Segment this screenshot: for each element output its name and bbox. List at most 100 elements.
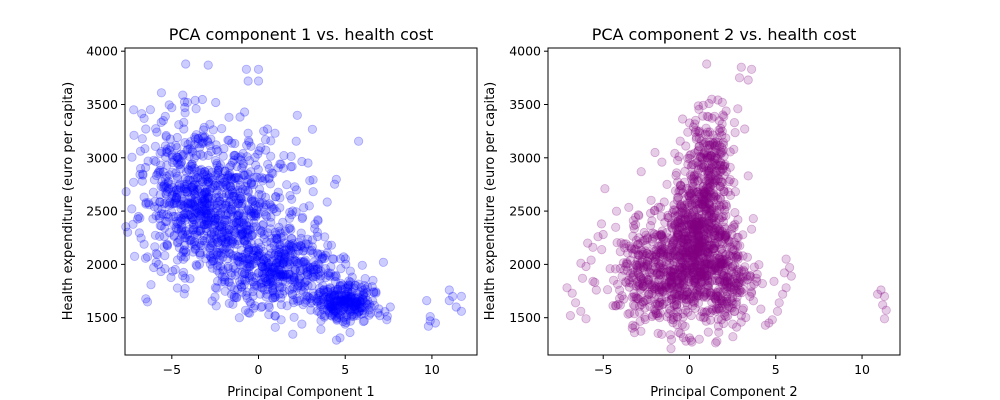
data-point-pc2 (748, 214, 758, 224)
data-point-pc1 (198, 190, 208, 200)
data-point-pc1 (212, 283, 222, 293)
data-point-pc1 (195, 165, 205, 176)
data-point-pc1 (170, 264, 180, 275)
data-point-pc1 (425, 311, 435, 322)
data-point-pc1 (312, 231, 323, 242)
data-point-pc1 (178, 271, 188, 281)
data-point-pc1 (136, 163, 146, 174)
data-point-pc2 (703, 327, 713, 337)
data-point-pc2 (636, 167, 646, 177)
data-point-pc1 (312, 306, 322, 316)
data-point-pc1 (140, 144, 150, 154)
data-point-pc1 (326, 240, 336, 250)
data-point-pc1 (180, 138, 190, 148)
data-point-pc1 (235, 208, 245, 218)
data-point-pc1 (184, 235, 194, 245)
data-point-pc1 (371, 288, 381, 298)
data-point-pc1 (226, 173, 236, 184)
data-point-pc1 (181, 233, 191, 243)
data-point-pc1 (179, 241, 190, 251)
data-point-pc2 (716, 147, 726, 157)
y-tick-label-pc2: 3000 (509, 150, 541, 165)
data-point-pc1 (235, 180, 245, 190)
data-point-pc1 (169, 231, 179, 241)
data-point-pc1 (142, 297, 153, 307)
data-point-pc1 (177, 215, 187, 225)
data-point-pc1 (230, 138, 240, 149)
data-point-pc2 (677, 320, 687, 330)
data-point-pc1 (184, 203, 194, 213)
data-point-pc1 (246, 195, 257, 205)
data-point-pc1 (255, 289, 265, 299)
data-point-pc1 (253, 268, 263, 278)
data-point-pc2 (653, 328, 663, 338)
data-point-pc1 (258, 219, 268, 229)
data-point-pc2 (664, 308, 674, 319)
data-point-pc2 (675, 278, 685, 289)
data-point-pc1 (217, 235, 227, 245)
data-point-pc1 (245, 205, 255, 216)
data-point-pc2 (698, 268, 708, 278)
data-point-pc1 (307, 124, 317, 134)
data-point-pc1 (188, 183, 199, 194)
data-point-pc1 (251, 222, 261, 232)
data-point-pc1 (191, 104, 201, 114)
data-point-pc2 (634, 251, 644, 261)
data-point-pc1 (292, 293, 302, 304)
data-point-pc1 (267, 267, 277, 277)
data-point-pc2 (720, 161, 730, 171)
data-point-pc1 (187, 159, 197, 169)
data-point-pc1 (187, 198, 197, 208)
data-point-pc1 (230, 151, 240, 161)
data-point-pc1 (127, 204, 137, 214)
data-point-pc1 (229, 292, 239, 303)
data-point-pc1 (200, 187, 210, 197)
data-point-pc1 (207, 253, 217, 263)
data-point-pc1 (237, 282, 247, 292)
data-point-pc1 (202, 217, 212, 227)
data-point-pc1 (285, 223, 295, 233)
data-point-pc2 (749, 262, 759, 272)
data-point-pc2 (701, 176, 712, 186)
data-point-pc1 (291, 242, 302, 252)
data-point-pc1 (211, 97, 221, 108)
data-point-pc1 (223, 236, 233, 246)
data-point-pc2 (655, 270, 666, 280)
x-axis-label-pc2: Principal Component 2 (650, 385, 797, 400)
data-point-pc2 (658, 261, 669, 271)
data-point-pc2 (640, 312, 650, 322)
data-point-pc1 (178, 230, 188, 240)
data-point-pc1 (265, 179, 275, 189)
data-point-pc1 (194, 218, 204, 228)
data-point-pc1 (220, 215, 230, 225)
data-point-pc1 (196, 209, 206, 219)
data-point-pc2 (740, 124, 750, 134)
data-point-pc1 (234, 313, 244, 323)
y-tick-label-pc2: 4000 (509, 44, 541, 59)
data-point-pc1 (162, 239, 172, 249)
data-point-pc1 (212, 203, 222, 213)
data-point-pc2 (681, 336, 691, 346)
data-point-pc1 (181, 208, 191, 218)
data-point-pc1 (279, 238, 289, 248)
data-point-pc1 (220, 217, 230, 227)
data-point-pc1 (229, 291, 239, 301)
data-point-pc1 (288, 256, 298, 267)
data-point-pc1 (227, 185, 237, 195)
data-point-pc1 (154, 213, 164, 223)
data-point-pc1 (287, 161, 297, 172)
data-point-pc1 (224, 298, 234, 308)
data-point-pc1 (210, 155, 221, 166)
data-point-pc1 (292, 110, 302, 120)
data-point-pc2 (665, 330, 675, 340)
data-point-pc1 (160, 251, 170, 261)
data-point-pc1 (207, 175, 218, 185)
data-point-pc1 (182, 230, 193, 240)
data-point-pc1 (178, 247, 188, 257)
data-point-pc1 (156, 88, 166, 98)
data-point-pc2 (743, 171, 753, 181)
data-point-pc1 (259, 207, 269, 217)
data-point-pc1 (240, 236, 250, 246)
data-point-pc1 (303, 280, 313, 291)
data-point-pc1 (237, 199, 247, 209)
